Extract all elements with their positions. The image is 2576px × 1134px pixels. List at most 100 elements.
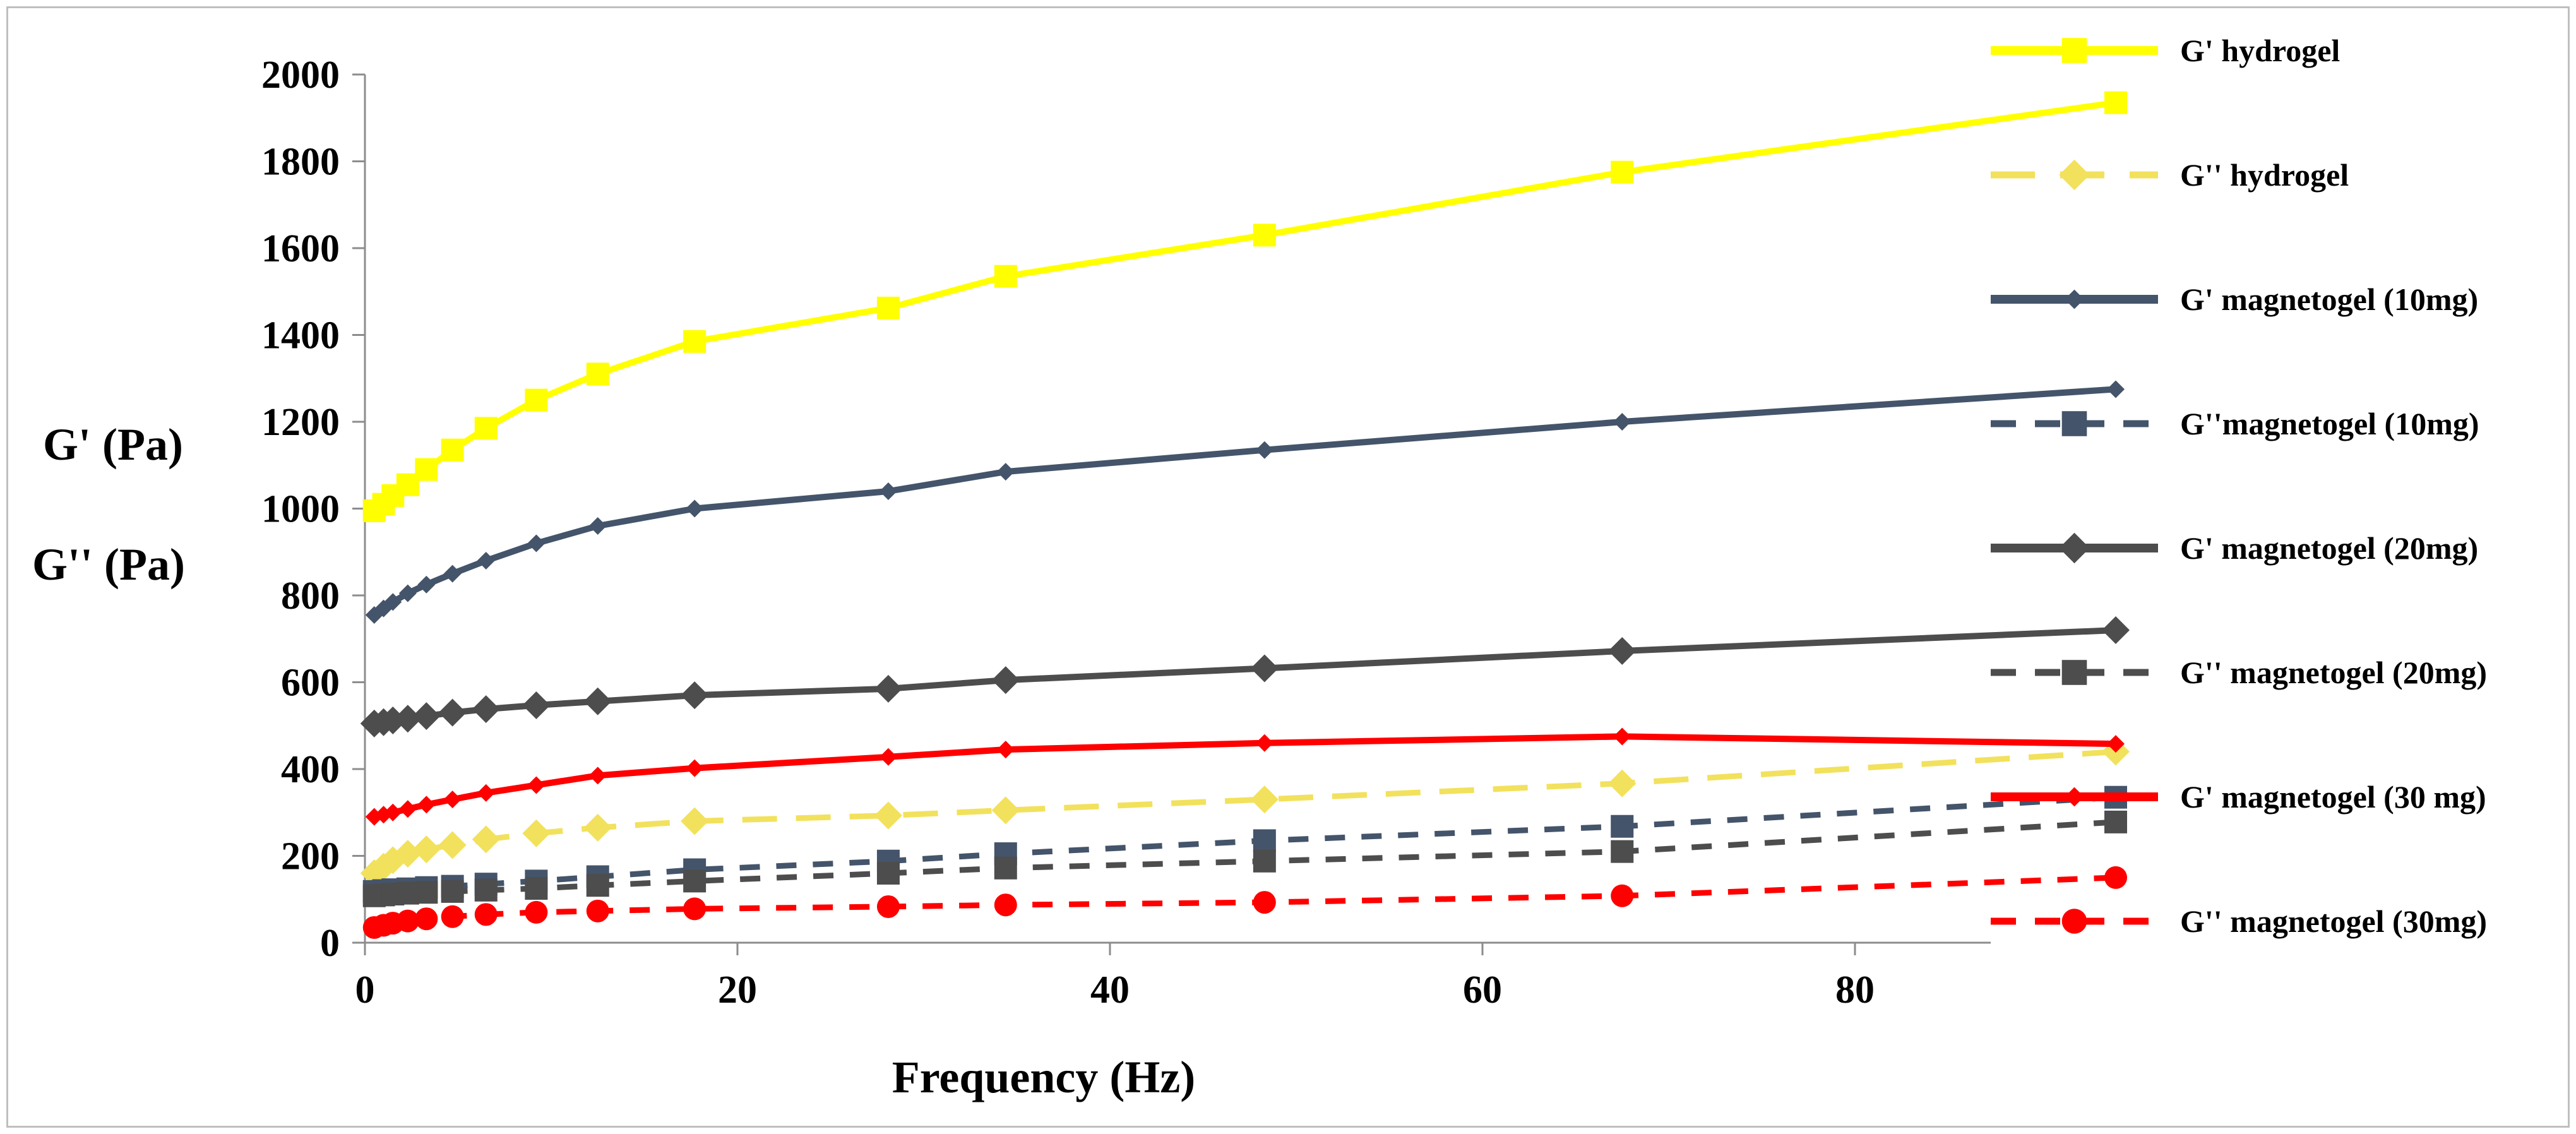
data-point [527,776,546,794]
data-point [996,463,1015,481]
data-point [525,877,548,900]
legend-marker [2061,909,2087,934]
legend-label: G' magnetogel (20mg) [2180,530,2478,566]
data-point [1253,829,1276,852]
data-point [477,552,495,570]
y-tick-label: 1600 [261,227,340,270]
data-point [1250,654,1279,683]
data-point [415,458,438,481]
data-point [384,593,402,611]
data-point [398,584,417,602]
data-point [522,691,551,719]
y-tick-label: 1800 [261,141,340,184]
y-tick-label: 800 [281,575,340,618]
data-point [1608,637,1637,665]
legend-marker [2065,787,2084,807]
legend-entry-4: G''magnetogel (10mg) [1991,406,2479,441]
data-point [438,831,467,859]
data-point [586,899,609,922]
data-point [1608,769,1637,797]
legend-entry-2: G'' hydrogel [1991,157,2349,193]
data-point [441,438,464,462]
data-point [393,840,422,868]
data-point [991,666,1020,695]
series-6 [362,810,2127,907]
y-tick-label: 0 [320,922,340,965]
y-tick-label: 600 [281,662,340,705]
data-point [398,800,417,818]
series-4 [362,785,2127,903]
axes: 0 200 400 600 800 1000 1200 1400 1600 1800 2000 0 20… [261,54,1991,1012]
data-point [412,835,441,864]
data-point [2107,380,2125,398]
data-point [384,803,402,821]
data-point [417,796,436,814]
data-point [994,856,1017,880]
line-chart: 0 200 400 600 800 1000 1200 1400 1600 1800 2000 0 20… [32,33,2487,1102]
data-point [1253,224,1276,247]
data-point [522,819,551,847]
chart-frame: 0 200 400 600 800 1000 1200 1400 1600 1800 2000 0 20… [6,6,2570,1128]
legend-label: G' magnetogel (10mg) [2180,282,2478,317]
data-point [474,417,498,440]
data-point [879,482,897,500]
x-tick-label: 0 [355,969,375,1012]
data-point [681,807,709,835]
data-point [588,767,607,785]
y-tick-label: 1000 [261,488,340,531]
legend-entry-8: G'' magnetogel (30mg) [1991,904,2487,939]
y-axis-title-g-double-prime: G'' (Pa) [32,539,185,590]
data-point [1613,413,1631,431]
legend-entry-3: G' magnetogel (10mg) [1991,282,2478,317]
data-point [681,681,709,710]
series-line [372,386,2116,618]
legend-marker [2059,159,2090,191]
x-tick-label: 40 [1090,969,1130,1012]
y-tick-label: 2000 [261,54,340,97]
series-1 [362,91,2127,522]
data-point [441,880,464,903]
y-tick-label: 1400 [261,314,340,357]
data-point [2102,616,2130,644]
data-point [527,534,546,552]
series-5 [360,616,2130,737]
data-point [879,748,897,766]
data-point [2104,810,2127,833]
data-point [393,705,422,733]
data-point [472,695,500,724]
data-point [2104,866,2127,889]
data-point [996,741,1015,759]
data-point [1611,160,1634,184]
data-point [588,517,607,535]
data-point [876,296,900,319]
y-tick-label: 400 [281,748,340,791]
data-point [1611,884,1634,907]
legend-entry-5: G' magnetogel (20mg) [1991,530,2478,566]
data-point [443,791,462,809]
series-3 [365,380,2125,624]
legend-label: G' magnetogel (30 mg) [2180,779,2486,815]
series-line [373,733,2116,820]
data-point [683,330,707,353]
legend-marker [2059,532,2090,564]
data-point [412,702,441,731]
data-point [991,796,1020,825]
legend-label: G' hydrogel [2180,33,2340,68]
data-point [586,874,609,897]
legend-marker [2065,289,2084,309]
data-point [1250,785,1279,814]
data-point [415,881,438,904]
data-point [683,869,707,893]
series-8 [362,866,2127,939]
x-tick-label: 60 [1463,969,1502,1012]
data-point [874,674,902,703]
data-point [396,909,419,933]
legend-label: G''magnetogel (10mg) [2180,406,2479,441]
data-point [525,900,548,924]
data-point [1611,840,1634,863]
data-point [438,698,467,727]
data-point [583,687,612,715]
legend-label: G'' magnetogel (30mg) [2180,904,2487,939]
legend-marker [2061,660,2087,685]
data-point [417,575,436,594]
